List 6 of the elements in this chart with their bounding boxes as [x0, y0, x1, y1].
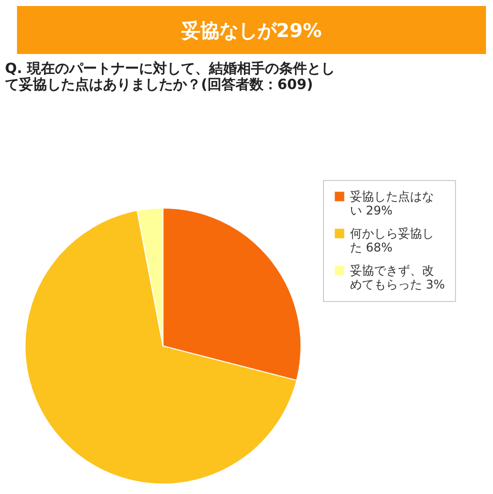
legend-label: 妥協できず、改めてもらった 3%	[350, 264, 445, 292]
legend-label: 妥協した点はない 29%	[350, 190, 434, 218]
legend-label: 何かしら妥協した 68%	[350, 226, 434, 254]
chart-subtitle: Q. 現在のパートナーに対して、結婚相手の条件として妥協した点はありましたか？(回答者数：609)	[5, 60, 336, 93]
chart-title: 妥協なしが29%	[180, 20, 322, 42]
pie-slice	[24, 210, 298, 484]
